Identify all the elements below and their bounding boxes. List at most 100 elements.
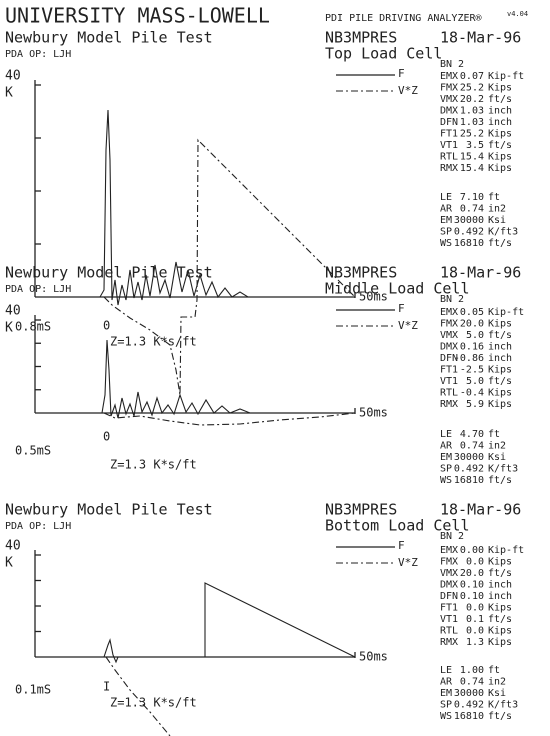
param-unit: ft/s	[488, 614, 512, 625]
param-value: 0.492	[454, 464, 484, 475]
param-unit: Kip-ft	[488, 307, 524, 318]
param-value: 0.74	[460, 677, 484, 688]
param-value: 1.03	[460, 117, 484, 128]
param-name: DFN	[440, 353, 458, 364]
param-value: 30000	[454, 215, 484, 226]
param-unit: Kips	[488, 603, 512, 614]
param-value: 20.0	[460, 319, 484, 330]
legend-label: V*Z	[398, 319, 418, 332]
y-label: 40	[5, 69, 21, 84]
param-unit: ft	[488, 192, 500, 203]
param-value: 7.10	[460, 192, 484, 203]
param-unit: Kips	[488, 163, 512, 174]
analyzer: PDI PILE DRIVING ANALYZER®	[325, 13, 483, 24]
y-label: 40	[5, 304, 21, 319]
operator: PDA OP: LJH	[5, 521, 71, 532]
param-value: 0.492	[454, 227, 484, 238]
file-name: NB3MPRES	[325, 264, 397, 282]
param-name: LE	[440, 429, 452, 440]
param-unit: Kips	[488, 129, 512, 140]
velocity-trace	[103, 138, 356, 396]
param-unit: Kips	[488, 399, 512, 410]
param-name: FMX	[440, 319, 458, 330]
param-unit: Kips	[488, 152, 512, 163]
param-value: 25.2	[460, 83, 484, 94]
force-trace	[35, 339, 355, 419]
force-trace	[35, 638, 355, 664]
param-unit: inch	[488, 353, 512, 364]
param-value: 0.10	[460, 580, 484, 591]
param-name: RMX	[440, 399, 458, 410]
param-unit: Kips	[488, 83, 512, 94]
param-name: LE	[440, 192, 452, 203]
y-unit: K	[5, 556, 13, 571]
param-value: -2.5	[460, 365, 484, 376]
param-value: 25.2	[460, 129, 484, 140]
y-label: 40	[5, 539, 21, 554]
param-name: EMX	[440, 71, 458, 82]
legend-label: F	[398, 302, 405, 315]
date: 18-Mar-96	[440, 29, 521, 47]
param-name: VMX	[440, 94, 458, 105]
param-value: 0.00	[460, 545, 484, 556]
param-unit: Kips	[488, 626, 512, 637]
param-name: RTL	[440, 388, 458, 399]
param-name: VT1	[440, 376, 458, 387]
param-unit: ft/s	[488, 711, 512, 722]
param-value: 30000	[454, 452, 484, 463]
time-scale: 50ms	[359, 406, 388, 420]
velocity-trace	[103, 412, 356, 426]
zero-marker: 0	[103, 319, 110, 333]
param-name: FT1	[440, 603, 458, 614]
param-unit: ft/s	[488, 475, 512, 486]
param-name: RMX	[440, 637, 458, 648]
param-value: 15.4	[460, 163, 484, 174]
time-scale: 50ms	[359, 650, 388, 664]
param-name: FT1	[440, 129, 458, 140]
location: Bottom Load Cell	[325, 517, 470, 535]
param-name: VT1	[440, 614, 458, 625]
param-unit: Kips	[488, 388, 512, 399]
param-name: EMX	[440, 545, 458, 556]
param-unit: ft/s	[488, 568, 512, 579]
param-name: EM	[440, 452, 452, 463]
param-name: RTL	[440, 626, 458, 637]
param-name: RMX	[440, 163, 458, 174]
param-value: 3.5	[466, 140, 484, 151]
blow-number: BN 2	[440, 59, 464, 70]
param-value: 16810	[454, 711, 484, 722]
velocity-trace	[105, 656, 171, 736]
param-unit: K/ft3	[488, 464, 518, 475]
param-unit: in2	[488, 204, 506, 215]
param-name: SP	[440, 464, 452, 475]
param-value: 1.03	[460, 106, 484, 117]
param-unit: Kip-ft	[488, 71, 524, 82]
param-name: RTL	[440, 152, 458, 163]
location: Middle Load Cell	[325, 280, 470, 298]
y-unit: K	[5, 86, 13, 101]
param-name: DFN	[440, 591, 458, 602]
param-name: EM	[440, 688, 452, 699]
param-name: WS	[440, 711, 452, 722]
param-value: 16810	[454, 238, 484, 249]
param-unit: ft/s	[488, 376, 512, 387]
param-value: 0.0	[466, 557, 484, 568]
param-name: DMX	[440, 342, 458, 353]
param-unit: Kips	[488, 557, 512, 568]
param-unit: in2	[488, 677, 506, 688]
param-name: DMX	[440, 106, 458, 117]
param-unit: inch	[488, 342, 512, 353]
test-name: Newbury Model Pile Test	[5, 264, 213, 282]
param-value: -0.4	[460, 388, 484, 399]
param-unit: K/ft3	[488, 227, 518, 238]
param-name: VMX	[440, 568, 458, 579]
param-name: DMX	[440, 580, 458, 591]
param-unit: Kips	[488, 365, 512, 376]
param-value: 16810	[454, 475, 484, 486]
test-name: Newbury Model Pile Test	[5, 29, 213, 47]
param-name: FMX	[440, 557, 458, 568]
impedance-scale: Z=1.3 K*s/ft	[110, 335, 197, 349]
param-unit: ft/s	[488, 238, 512, 249]
param-value: 0.492	[454, 700, 484, 711]
